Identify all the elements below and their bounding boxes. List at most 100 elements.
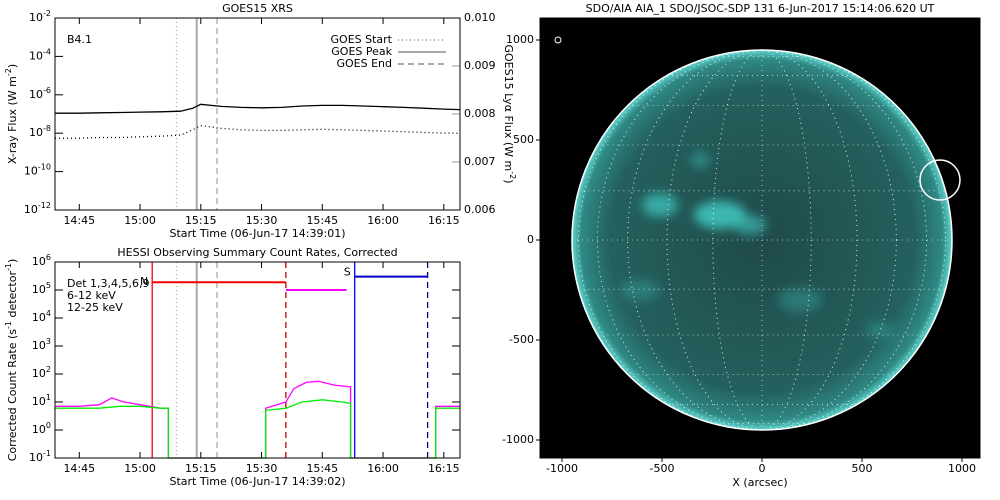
y-tick-label: 1000: [506, 33, 534, 46]
x-tick-label: 1000: [948, 462, 976, 475]
y-tick-label: 10-6: [29, 86, 51, 101]
x-tick-label: 15:30: [246, 214, 278, 227]
x-tick-label: 15:45: [306, 214, 338, 227]
tick-exponent: -2: [43, 9, 51, 18]
y-axis-label-part: -1: [4, 263, 13, 271]
y-axis-label-part: ): [6, 64, 19, 68]
tick-base: 10: [24, 203, 38, 216]
active-region: [778, 288, 822, 312]
series-line: [55, 399, 460, 459]
x-axis-label: Start Time (06-Jun-17 14:39:02): [170, 475, 346, 488]
tick-exponent: 4: [46, 309, 51, 318]
tick-base: 10: [29, 88, 43, 101]
y-tick-label: -1000: [502, 433, 534, 446]
chart-title: SDO/AIA AIA_1 SDO/JSOC-SDP 131 6-Jun-201…: [586, 2, 935, 15]
y2-tick-label: 0.007: [464, 155, 496, 168]
y-axis-label-part: -2: [4, 68, 13, 76]
y-tick-label: 10-4: [29, 47, 51, 62]
active-region: [694, 201, 746, 229]
x-tick-label: 15:30: [246, 462, 278, 475]
tick-exponent: -4: [43, 47, 51, 56]
y-axis-label-part: detector: [6, 271, 19, 321]
y-tick-label: 10-2: [29, 9, 51, 24]
x-tick-label: 15:00: [124, 214, 156, 227]
y2-tick-label: 0.009: [464, 59, 496, 72]
tick-base: 10: [32, 395, 46, 408]
x-tick-label: 14:45: [63, 214, 95, 227]
x-tick-label: 16:15: [428, 214, 460, 227]
tick-exponent: -1: [43, 449, 51, 458]
active-region: [866, 322, 894, 338]
tick-base: 10: [32, 311, 46, 324]
y-tick-label: 10-8: [29, 124, 51, 139]
y2-axis-label: GOES15 Lyα Flux (W m-2): [502, 44, 517, 183]
plot-frame: [54, 17, 461, 211]
y2-axis-label-part: ): [502, 179, 515, 183]
annotation: B4.1: [67, 33, 92, 46]
series-line: [55, 103, 461, 114]
x-tick-label: -1000: [546, 462, 578, 475]
y-tick-label: -500: [509, 333, 534, 346]
tick-exponent: 6: [46, 253, 51, 262]
x-tick-label: 16:15: [428, 462, 460, 475]
plot-frame: [539, 17, 981, 459]
tick-base: 10: [32, 423, 46, 436]
x-tick-label: 16:00: [367, 462, 399, 475]
tick-exponent: 5: [46, 281, 51, 290]
y-tick-label: 10-1: [29, 449, 51, 464]
y-tick-label: 0: [527, 233, 534, 246]
legend-label: GOES Peak: [331, 45, 392, 58]
y-tick-label: 104: [32, 309, 51, 324]
tick-exponent: 0: [46, 421, 51, 430]
y2-axis-label-part: -2: [508, 171, 517, 179]
active-region: [620, 280, 660, 300]
y-tick-label: 101: [32, 393, 51, 408]
tick-exponent: -12: [38, 201, 51, 210]
active-regions: [620, 152, 894, 338]
legend-label: 12-25 keV: [67, 301, 123, 314]
active-region: [734, 215, 766, 235]
y-axis-label-part: -1: [4, 321, 13, 329]
tick-base: 10: [29, 49, 43, 62]
y-tick-label: 103: [32, 337, 51, 352]
plot-frame: [54, 261, 461, 459]
legend-label: GOES End: [336, 57, 392, 70]
x-tick-label: 15:00: [124, 462, 156, 475]
active-region: [690, 152, 710, 168]
flare-location: [919, 159, 961, 201]
x-tick-label: 15:15: [185, 214, 217, 227]
x-tick-label: -500: [650, 462, 675, 475]
y-axis-label: X-ray Flux (W m-2): [4, 64, 19, 164]
y-tick-label: 10-12: [24, 201, 51, 216]
series-line: [55, 124, 460, 139]
legend-label: Det 1,3,4,5,6,9: [67, 277, 150, 290]
x-tick-label: 16:00: [367, 214, 399, 227]
segment-label: S: [344, 266, 351, 279]
y2-tick-label: 0.008: [464, 107, 496, 120]
y-tick-label: 10-10: [24, 163, 51, 178]
tick-base: 10: [32, 283, 46, 296]
tick-exponent: -6: [43, 86, 51, 95]
y-tick-label: 105: [32, 281, 51, 296]
tick-exponent: -10: [38, 163, 51, 172]
longitude-line: [666, 50, 858, 430]
tick-base: 10: [29, 11, 43, 24]
x-tick-label: 14:45: [63, 462, 95, 475]
x-tick-label: 15:15: [185, 462, 217, 475]
chart-title: HESSI Observing Summary Count Rates, Cor…: [117, 246, 397, 259]
flare-legend-symbol: [554, 36, 562, 44]
tick-exponent: 2: [46, 365, 51, 374]
y2-tick-label: 0.006: [464, 203, 496, 216]
x-axis-label: X (arcsec): [732, 476, 787, 489]
y-axis-label-part: X-ray Flux (W m: [6, 76, 19, 164]
y2-axis-label-part: GOES15 Lyα Flux (W m: [502, 44, 515, 171]
series-line: [55, 380, 460, 459]
tick-base: 10: [29, 126, 43, 139]
tick-base: 10: [29, 451, 43, 464]
y-axis-label: Corrected Count Rate (s-1 detector-1): [4, 259, 19, 462]
tick-base: 10: [32, 339, 46, 352]
tick-exponent: -8: [43, 124, 51, 133]
tick-exponent: 1: [46, 393, 51, 402]
y-tick-label: 100: [32, 421, 51, 436]
